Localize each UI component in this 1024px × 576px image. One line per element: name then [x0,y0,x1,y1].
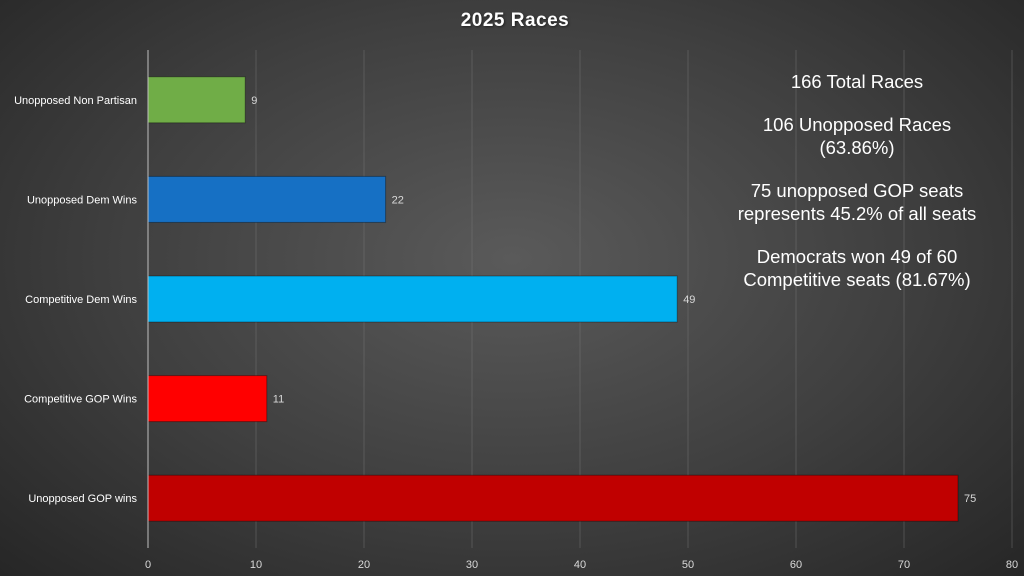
x-tick-label: 80 [1006,559,1018,571]
x-tick-label: 70 [898,559,910,571]
annotation-unopposed-races: 106 Unopposed Races (63.86%) [762,114,952,158]
annotation-total-races: 166 Total Races [790,71,924,92]
x-tick-label: 60 [790,559,802,571]
category-label: Unopposed Non Partisan [14,95,137,107]
bar [147,175,387,223]
x-tick-label: 10 [250,559,262,571]
x-tick-label: 30 [466,559,478,571]
x-tick-label: 40 [574,559,586,571]
category-label: Unopposed Dem Wins [27,194,138,206]
labels: 0 10 20 30 40 50 60 70 80 Unopposed Non Partisan 9… [14,95,1018,571]
annotation-panel: 166 Total Races 106 Unopposed Races (63.… [712,70,1002,311]
data-label: 75 [964,493,976,505]
x-tick-label: 0 [145,559,151,571]
data-label: 9 [251,95,257,107]
data-label: 22 [392,194,404,206]
data-label: 11 [273,394,284,406]
data-label: 49 [683,294,695,306]
category-label: Competitive Dem Wins [25,294,137,306]
annotation-dem-competitive: Democrats won 49 of 60 Competitive seats… [743,246,971,290]
bar [147,275,678,323]
bars [147,76,959,522]
x-tick-label: 50 [682,559,694,571]
bar [147,76,246,124]
bar [147,375,268,423]
x-tick-label: 20 [358,559,370,571]
category-label: Unopposed GOP wins [28,493,137,505]
chart-title: 2025 Races [460,10,570,31]
category-label: Competitive GOP Wins [24,394,137,406]
bar [147,474,959,522]
annotation-unopposed-gop: 75 unopposed GOP seats represents 45.2% … [737,180,977,224]
